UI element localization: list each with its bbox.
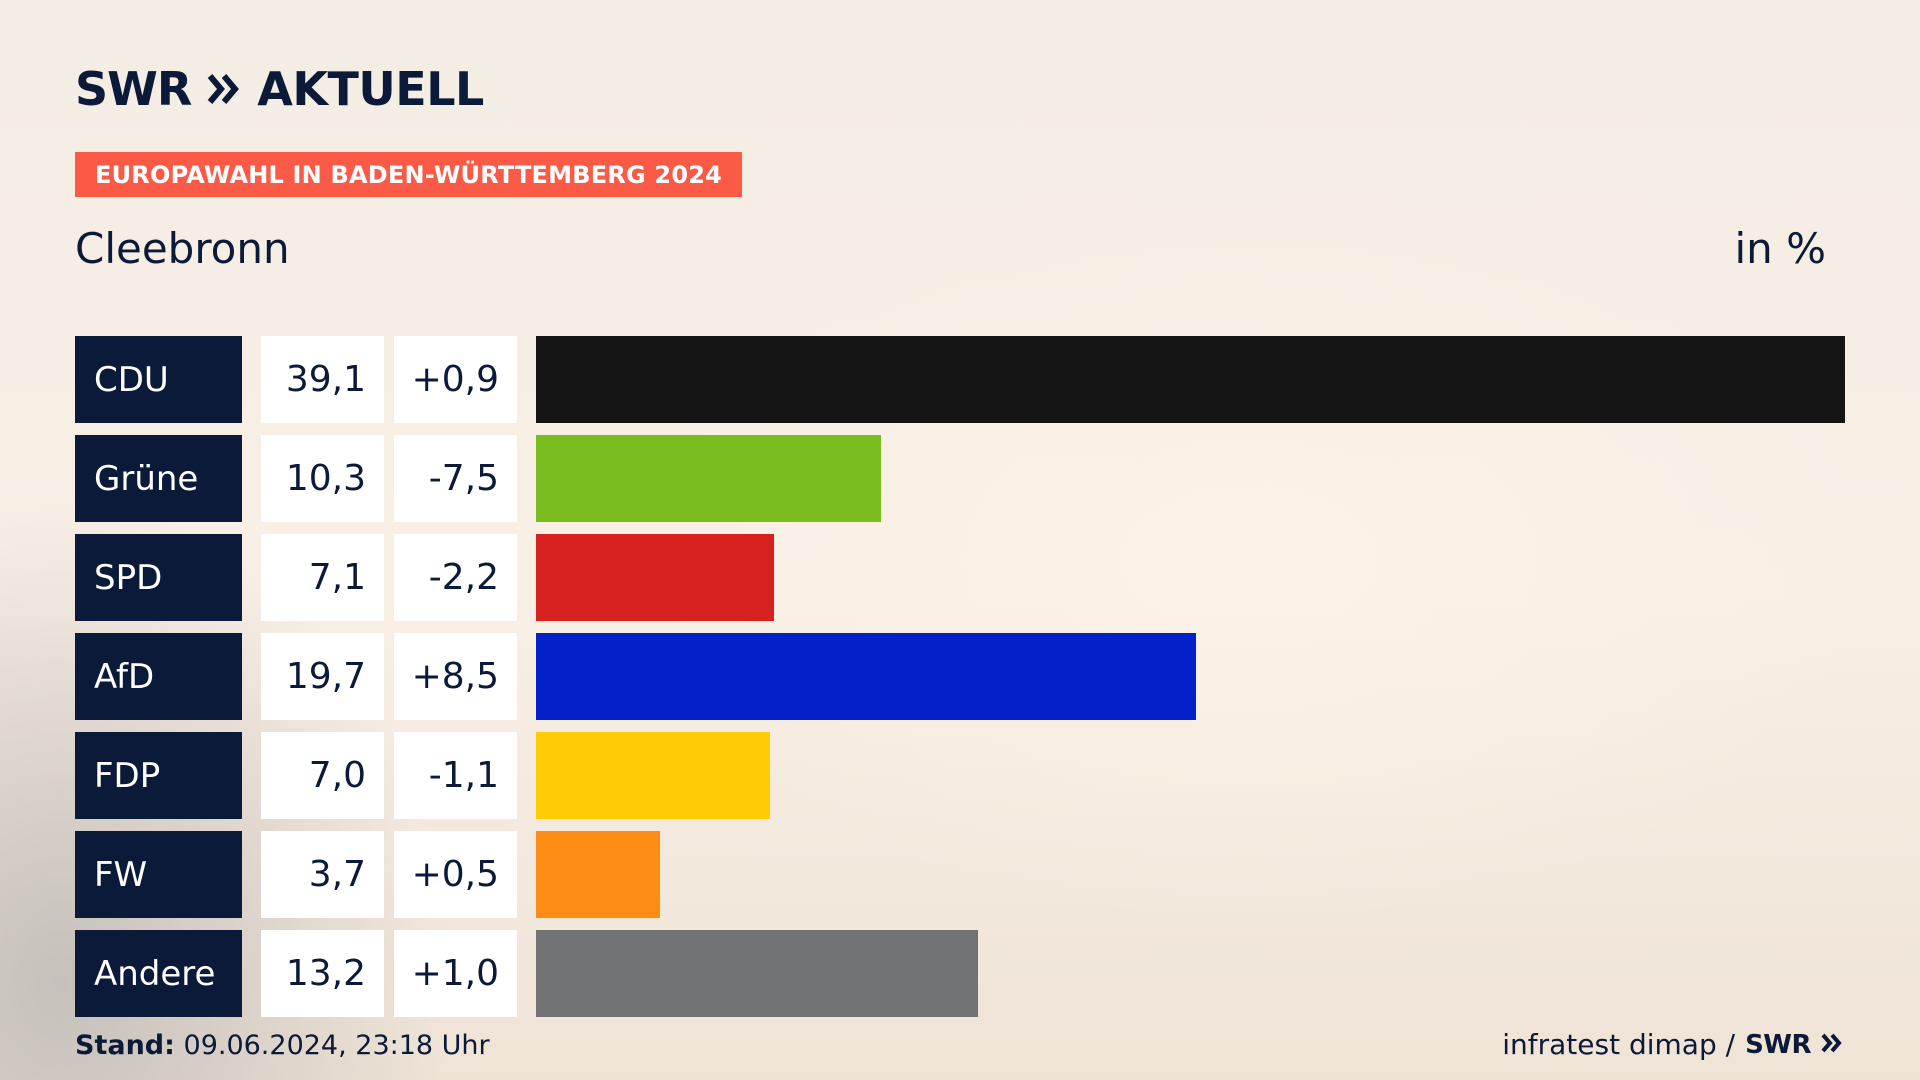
diff-label: +8,5 bbox=[394, 633, 517, 720]
result-row: FW 3,7 +0,5 bbox=[75, 831, 1845, 918]
unit-label: in % bbox=[1734, 224, 1826, 273]
value-label: 7,0 bbox=[261, 732, 384, 819]
bar bbox=[536, 435, 881, 522]
source-credit: infratest dimap / SWR bbox=[1502, 1028, 1843, 1061]
result-row: FDP 7,0 -1,1 bbox=[75, 732, 1845, 819]
bar bbox=[536, 930, 978, 1017]
diff-label: -7,5 bbox=[394, 435, 517, 522]
footer-swr-logo: SWR bbox=[1745, 1029, 1811, 1060]
timestamp: Stand: 09.06.2024, 23:18 Uhr bbox=[75, 1030, 490, 1061]
value-label: 3,7 bbox=[261, 831, 384, 918]
result-row: Andere 13,2 +1,0 bbox=[75, 930, 1845, 1017]
stand-value: 09.06.2024, 23:18 Uhr bbox=[183, 1030, 490, 1061]
diff-label: +1,0 bbox=[394, 930, 517, 1017]
diff-label: +0,9 bbox=[394, 336, 517, 423]
result-row: CDU 39,1 +0,9 bbox=[75, 336, 1845, 423]
swr-aktuell-logo: SWR AKTUELL bbox=[75, 66, 484, 112]
logo-swr-text: SWR bbox=[75, 62, 192, 116]
bar bbox=[536, 633, 1196, 720]
party-label: SPD bbox=[75, 534, 242, 621]
bar bbox=[536, 732, 770, 819]
result-row: AfD 19,7 +8,5 bbox=[75, 633, 1845, 720]
election-banner: EUROPAWAHL IN BADEN-WÜRTTEMBERG 2024 bbox=[75, 152, 743, 197]
diff-label: -2,2 bbox=[394, 534, 517, 621]
source-text: infratest dimap / bbox=[1502, 1028, 1736, 1061]
bar bbox=[536, 831, 660, 918]
double-chevron-icon bbox=[207, 72, 241, 106]
diff-label: -1,1 bbox=[394, 732, 517, 819]
bar bbox=[536, 534, 774, 621]
diff-label: +0,5 bbox=[394, 831, 517, 918]
value-label: 19,7 bbox=[261, 633, 384, 720]
party-label: Grüne bbox=[75, 435, 242, 522]
value-label: 13,2 bbox=[261, 930, 384, 1017]
bar bbox=[536, 336, 1845, 423]
party-label: CDU bbox=[75, 336, 242, 423]
stand-label: Stand: bbox=[75, 1030, 175, 1061]
footer-chevron-icon bbox=[1821, 1028, 1843, 1061]
logo-title: AKTUELL bbox=[257, 62, 484, 116]
value-label: 10,3 bbox=[261, 435, 384, 522]
party-label: AfD bbox=[75, 633, 242, 720]
value-label: 7,1 bbox=[261, 534, 384, 621]
party-label: FW bbox=[75, 831, 242, 918]
place-title: Cleebronn bbox=[75, 224, 290, 273]
party-label: FDP bbox=[75, 732, 242, 819]
result-row: SPD 7,1 -2,2 bbox=[75, 534, 1845, 621]
party-label: Andere bbox=[75, 930, 242, 1017]
value-label: 39,1 bbox=[261, 336, 384, 423]
result-row: Grüne 10,3 -7,5 bbox=[75, 435, 1845, 522]
